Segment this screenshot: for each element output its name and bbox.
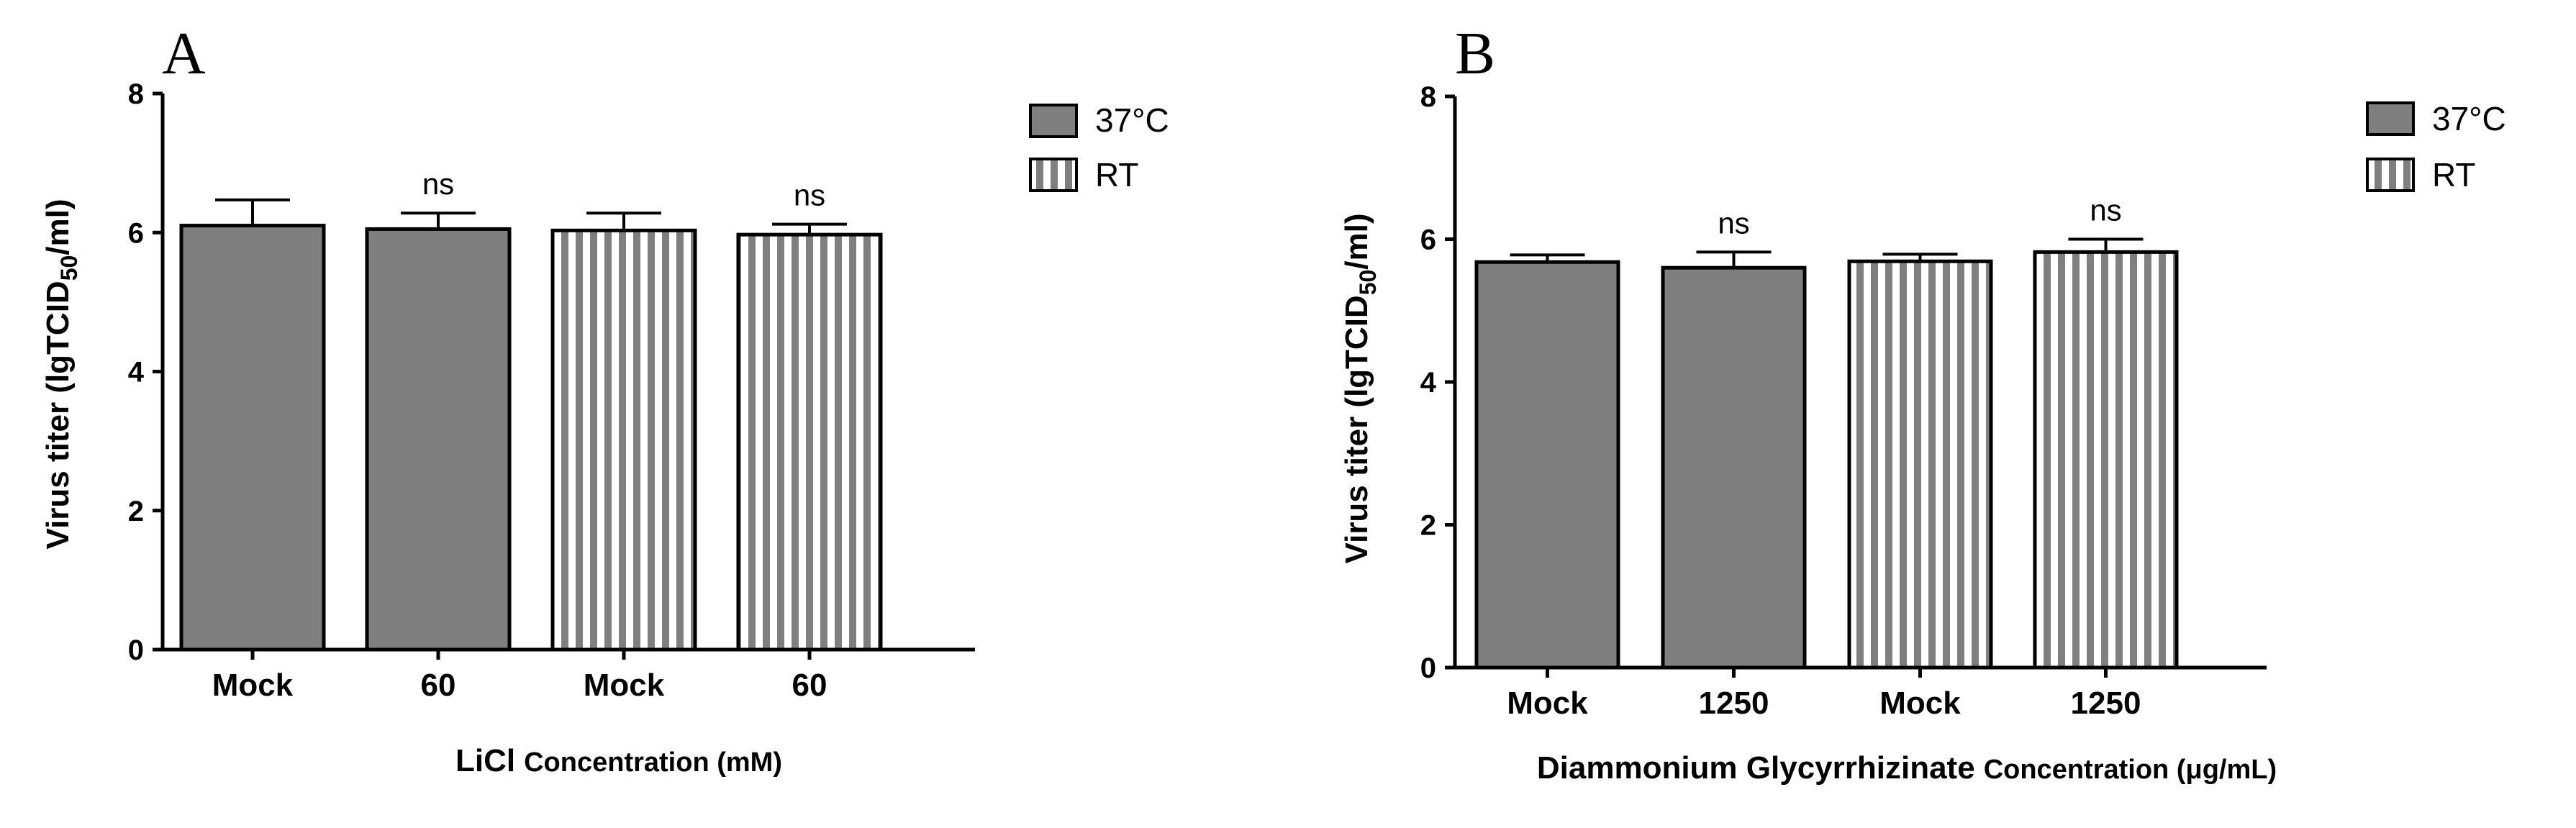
- bar-a-0: [179, 224, 326, 652]
- significance-label-a-3: ns: [794, 178, 825, 212]
- legend-label-rt-b: RT: [2432, 156, 2476, 194]
- bar-a-1: [365, 227, 512, 652]
- y-tick-label-a-3: 6: [128, 217, 144, 249]
- panel-letter-b: B: [1455, 20, 1495, 87]
- y-axis-title-a: Virus titer (lgTCID50/ml): [40, 199, 82, 549]
- bar-b-3: [2033, 250, 2179, 670]
- bar-a-2: [550, 228, 697, 652]
- bar-a-3: [736, 232, 883, 652]
- legend-label-37c-a: 37°C: [1095, 101, 1169, 139]
- bar-b-1: [1661, 265, 1807, 670]
- legend-swatch-rt-a: [1029, 158, 1078, 192]
- category-label-b-2: Mock: [1879, 686, 1961, 721]
- x-axis-title-a: LiCl Concentration (mM): [455, 743, 782, 778]
- y-tick-label-a-4: 8: [128, 78, 144, 110]
- x-axis-title-main-b: Diammonium Glycyrrhizinate: [1537, 750, 1975, 786]
- legend-swatch-37c-b: [2366, 101, 2415, 136]
- category-label-b-0: Mock: [1507, 686, 1588, 721]
- x-axis-title-b: Diammonium Glycyrrhizinate Concentration …: [1537, 750, 2277, 786]
- y-tick-label-b-3: 6: [1420, 224, 1436, 256]
- y-axis-title-b: Virus titer (lgTCID50/ml): [1339, 213, 1381, 563]
- y-tick-label-a-1: 2: [128, 496, 144, 527]
- x-axis-title-rest-a: Concentration (mM): [524, 747, 782, 778]
- panel-b: B Virus titer (lgTCID50/ml) Diammonium G…: [1339, 20, 2506, 786]
- y-axis-title-end-b: /ml): [1339, 213, 1374, 269]
- bar-b-0: [1474, 260, 1620, 670]
- y-axis-title-end-a: /ml): [40, 199, 76, 255]
- category-label-a-2: Mock: [584, 668, 665, 703]
- y-axis-title-sub-b: 50: [1355, 270, 1381, 296]
- legend-a: 37°C RT: [1029, 101, 1169, 194]
- panel-letter-a: A: [162, 20, 206, 87]
- category-label-b-3: 1250: [2071, 686, 2141, 721]
- y-tick-label-b-0: 0: [1420, 652, 1436, 684]
- y-tick-label-b-4: 8: [1420, 81, 1436, 113]
- legend-label-rt-a: RT: [1095, 156, 1139, 194]
- panel-a: A Virus titer (lgTCID50/ml) LiCl Concentr…: [40, 20, 1169, 778]
- y-axis-title-main-b: Virus titer (lgTCID: [1339, 295, 1374, 563]
- y-tick-label-a-2: 4: [128, 357, 145, 388]
- category-label-a-3: 60: [792, 668, 827, 703]
- significance-label-a-1: ns: [422, 167, 454, 201]
- y-tick-label-b-1: 2: [1420, 510, 1436, 542]
- significance-label-b-3: ns: [2090, 194, 2121, 227]
- category-label-a-0: Mock: [212, 668, 294, 703]
- y-tick-label-a-0: 0: [128, 634, 144, 666]
- y-axis-title-main-a: Virus titer (lgTCID: [40, 281, 76, 549]
- legend-label-37c-b: 37°C: [2432, 100, 2506, 137]
- legend-swatch-37c-a: [1029, 104, 1078, 138]
- x-axis-title-rest-b: Concentration (μg/mL): [1984, 755, 2277, 785]
- bar-b-2: [1847, 259, 1993, 670]
- y-tick-label-b-2: 4: [1420, 367, 1437, 399]
- significance-label-b-1: ns: [1718, 206, 1749, 240]
- category-label-b-1: 1250: [1699, 686, 1769, 721]
- x-axis-title-main-a: LiCl: [455, 743, 515, 778]
- y-axis-title-sub-a: 50: [56, 255, 82, 281]
- legend-swatch-rt-b: [2366, 158, 2415, 192]
- category-label-a-1: 60: [421, 668, 456, 703]
- legend-b: 37°C RT: [2366, 100, 2506, 194]
